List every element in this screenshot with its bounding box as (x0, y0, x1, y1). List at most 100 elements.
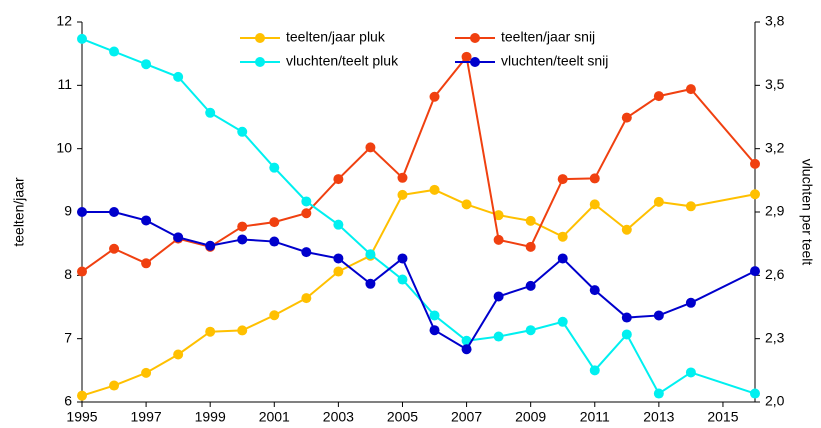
x-tick-label: 2001 (259, 409, 290, 425)
data-point (685, 297, 696, 308)
data-point (301, 208, 312, 219)
data-point (301, 247, 312, 258)
data-point (653, 388, 664, 399)
y-tick-label: 10 (56, 139, 72, 155)
data-point (173, 71, 184, 82)
data-point (525, 325, 536, 336)
data-point (205, 107, 216, 118)
data-point (141, 258, 152, 269)
data-point (557, 253, 568, 264)
data-point (237, 126, 248, 137)
legend-marker (255, 57, 265, 67)
data-point (301, 293, 312, 304)
x-tick-label: 1999 (195, 409, 226, 425)
data-point (429, 310, 440, 321)
data-point (109, 207, 120, 217)
data-point (365, 249, 376, 260)
data-point (685, 201, 696, 212)
data-point (589, 365, 600, 376)
data-point (333, 174, 344, 185)
data-point (750, 266, 760, 277)
x-tick-label: 2013 (643, 409, 674, 425)
data-point (685, 84, 696, 95)
data-point (269, 310, 280, 321)
y-tick-label: 8 (64, 266, 72, 282)
legend-label: vluchten/teelt pluk (286, 53, 399, 69)
y2-tick-label: 2,3 (765, 329, 785, 345)
y-tick-label: 7 (64, 329, 72, 345)
data-point (397, 274, 408, 285)
y-tick-label: 9 (64, 203, 72, 219)
y2-axis-label: vluchten per teelt (799, 159, 815, 266)
data-point (333, 266, 344, 277)
data-point (493, 331, 504, 342)
data-point (429, 325, 440, 336)
data-point (77, 266, 87, 277)
x-tick-label: 2005 (387, 409, 418, 425)
data-point (269, 236, 280, 247)
data-point (141, 59, 152, 70)
data-point (237, 234, 248, 245)
legend-label: teelten/jaar snij (501, 29, 595, 45)
data-point (685, 367, 696, 378)
data-point (173, 349, 184, 360)
series-line (81, 37, 756, 395)
y2-tick-label: 3,2 (765, 139, 785, 155)
y2-tick-label: 3,5 (765, 76, 785, 92)
data-point (525, 241, 536, 252)
data-point (461, 344, 472, 355)
data-point (77, 390, 87, 401)
y2-tick-label: 2,6 (765, 266, 785, 282)
data-point (525, 280, 536, 291)
data-point (525, 215, 536, 226)
y-tick-label: 6 (64, 393, 72, 409)
x-tick-label: 2003 (323, 409, 354, 425)
data-point (557, 316, 568, 327)
data-point (109, 243, 120, 254)
legend-marker (255, 33, 265, 43)
data-point (429, 184, 440, 195)
data-point (333, 253, 344, 264)
data-point (621, 312, 632, 323)
y2-tick-label: 3,8 (765, 13, 785, 29)
data-point (77, 207, 87, 217)
x-tick-label: 1997 (131, 409, 162, 425)
x-tick-label: 2009 (515, 409, 546, 425)
data-point (653, 310, 664, 321)
data-point (621, 329, 632, 340)
data-point (621, 112, 632, 123)
data-point (750, 189, 760, 200)
data-point (173, 232, 184, 243)
legend-label: vluchten/teelt snij (501, 53, 608, 69)
data-point (365, 278, 376, 289)
data-point (237, 221, 248, 232)
data-point (269, 217, 280, 228)
data-point (461, 199, 472, 210)
data-point (397, 172, 408, 183)
data-point (269, 162, 280, 173)
legend-label: teelten/jaar pluk (286, 29, 386, 45)
data-point (557, 174, 568, 185)
legend-marker (470, 57, 480, 67)
data-point (589, 199, 600, 210)
data-point (557, 231, 568, 242)
data-point (205, 326, 216, 337)
x-tick-label: 1995 (66, 409, 97, 425)
x-tick-label: 2015 (707, 409, 738, 425)
data-point (493, 291, 504, 302)
data-point (750, 158, 760, 169)
data-point (397, 253, 408, 264)
data-point (493, 234, 504, 245)
data-point (365, 142, 376, 153)
data-point (429, 91, 440, 102)
data-point (141, 215, 152, 226)
data-point (301, 196, 312, 207)
data-point (461, 51, 472, 62)
y-tick-label: 12 (56, 13, 72, 29)
data-point (237, 325, 248, 336)
data-point (653, 91, 664, 102)
y-axis-label: teelten/jaar (11, 177, 27, 247)
data-point (109, 46, 120, 57)
data-point (397, 189, 408, 200)
